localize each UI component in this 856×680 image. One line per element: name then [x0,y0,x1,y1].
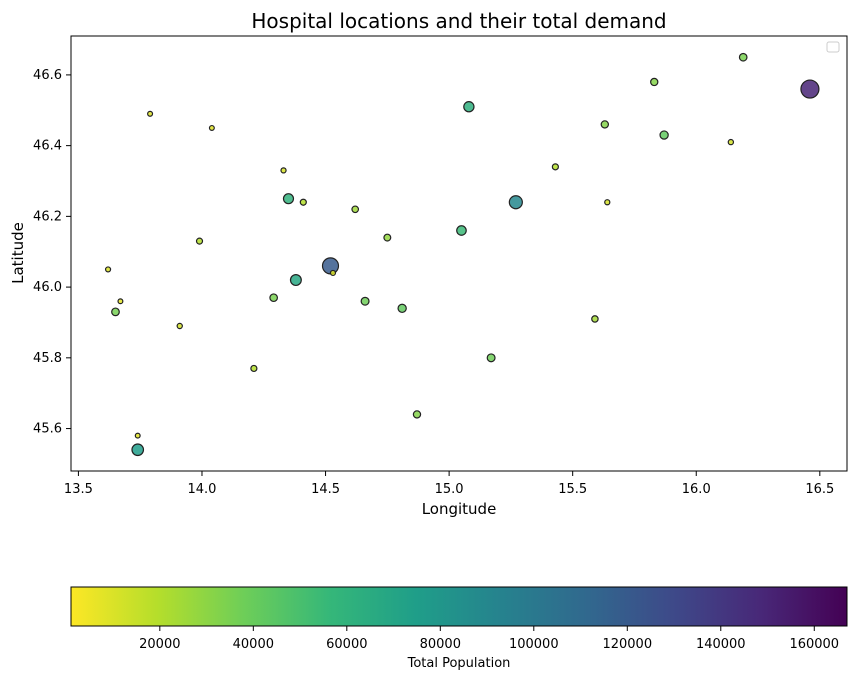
data-point-9 [727,138,735,146]
y-tick-label: 46.6 [33,68,62,83]
y-axis-title: Latitude [9,222,27,284]
data-point-31 [486,353,496,363]
data-point-25 [269,293,278,303]
y-tick-label: 45.6 [33,422,62,437]
colorbar-tick-label: 80000 [420,637,461,652]
data-point-2 [650,77,659,87]
y-tick-label: 46.0 [33,280,62,295]
data-points [104,52,820,457]
legend-box [826,41,840,53]
data-point-5 [208,124,215,131]
data-point-15 [604,199,611,206]
data-point-30 [176,322,183,330]
y-tick-label: 45.8 [33,351,62,366]
colorbar-ticks: 20000 40000 60000 80000 100000 120000 140000 16… [139,626,839,652]
data-point-13 [299,198,307,206]
data-point-23 [289,274,302,287]
y-tick-label: 46.4 [33,139,62,154]
data-point-8 [659,130,669,140]
data-point-22 [329,269,337,277]
data-point-27 [111,307,120,317]
colorbar [70,586,848,627]
data-point-4 [147,110,154,117]
data-point-18 [383,233,392,242]
data-point-34 [134,432,141,439]
data-point-16 [351,205,360,214]
data-point-6 [463,101,475,113]
data-point-10 [280,167,287,174]
data-point-35 [131,443,145,457]
x-tick-label: 16.5 [805,482,834,497]
colorbar-tick-label: 140000 [696,637,746,652]
data-point-7 [600,120,610,129]
data-point-14 [508,195,523,210]
data-point-3 [800,79,820,99]
colorbar-tick-label: 120000 [602,637,652,652]
data-point-26 [360,296,370,306]
colorbar-tick-label: 160000 [789,637,839,652]
x-tick-label: 14.0 [188,482,217,497]
colorbar-label: Total Population [407,656,511,671]
data-point-32 [250,364,258,373]
colorbar-tick-label: 20000 [139,637,180,652]
data-point-20 [104,266,112,273]
plot-area [70,35,848,472]
data-point-19 [195,237,204,245]
data-point-28 [397,303,407,314]
x-axis-title: Longitude [422,500,497,518]
x-tick-label: 16.0 [682,482,711,497]
y-tick-label: 46.2 [33,209,62,224]
y-axis-ticks: 45.6 45.8 46.0 46.2 46.4 46.6 [33,68,71,437]
x-tick-label: 15.0 [435,482,464,497]
data-point-1 [738,52,748,62]
data-point-12 [282,193,295,205]
data-point-17 [456,225,467,236]
data-point-11 [551,163,559,171]
colorbar-tick-label: 100000 [509,637,559,652]
chart-title: Hospital locations and their total deman… [251,9,666,33]
x-tick-label: 14.5 [311,482,340,497]
data-point-24 [117,298,124,305]
data-point-29 [591,315,599,323]
colorbar-tick-label: 40000 [233,637,274,652]
x-tick-label: 15.5 [558,482,587,497]
data-point-33 [412,410,422,419]
x-axis-ticks: 13.5 14.0 14.5 15.0 15.5 16.0 16.5 [64,471,834,497]
x-tick-label: 13.5 [64,482,93,497]
colorbar-tick-label: 60000 [326,637,367,652]
